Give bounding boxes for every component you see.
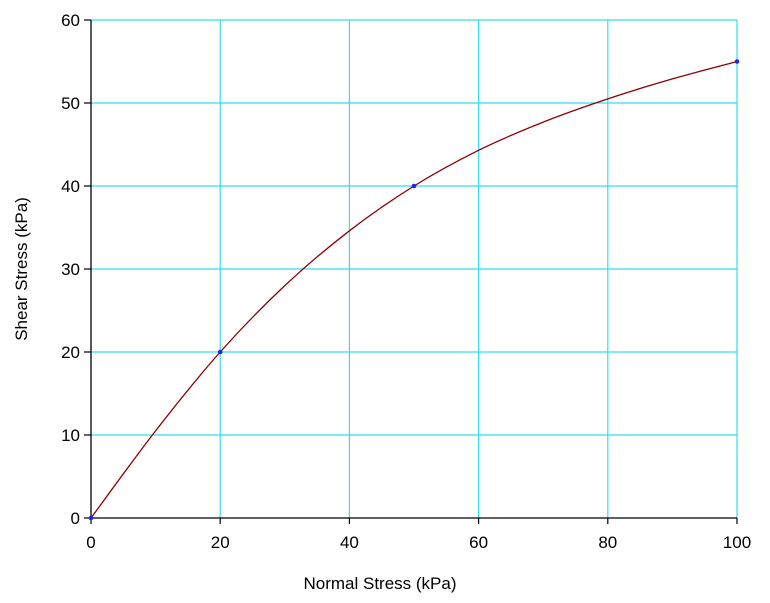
data-point-marker (411, 183, 417, 189)
y-tick-label: 10 (61, 426, 80, 445)
x-tick-label: 0 (86, 533, 95, 552)
y-tick-label: 60 (61, 11, 80, 30)
x-tick-label: 40 (340, 533, 359, 552)
tick-labels: 0 20 40 60 80 100 0 10 20 30 40 50 60 (61, 11, 751, 552)
y-tick-label: 30 (61, 260, 80, 279)
y-tick-label: 50 (61, 94, 80, 113)
y-tick-label: 40 (61, 177, 80, 196)
x-tick-label: 80 (598, 533, 617, 552)
grid (91, 19, 738, 518)
series (88, 59, 740, 521)
x-axis-title: Normal Stress (kPa) (303, 574, 456, 593)
x-tick-label: 100 (723, 533, 751, 552)
y-tick-label: 0 (71, 509, 80, 528)
tick-marks (84, 19, 738, 524)
y-axis-title: Shear Stress (kPa) (12, 197, 31, 341)
failure-envelope-curve (90, 60, 738, 519)
x-tick-label: 60 (469, 533, 488, 552)
data-point-marker (734, 59, 740, 64)
data-point-marker (217, 349, 223, 355)
y-tick-label: 20 (61, 343, 80, 362)
x-tick-label: 20 (211, 533, 230, 552)
data-point-marker (88, 515, 94, 521)
